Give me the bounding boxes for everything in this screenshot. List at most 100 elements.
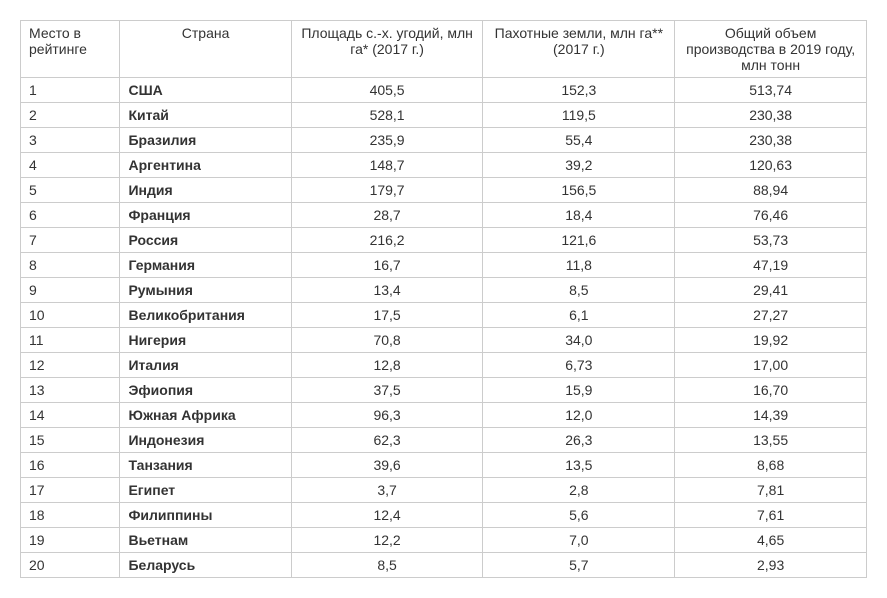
cell-rank: 11 — [21, 328, 120, 353]
cell-arable: 5,7 — [483, 553, 675, 578]
cell-arable: 2,8 — [483, 478, 675, 503]
cell-arable: 7,0 — [483, 528, 675, 553]
cell-output: 47,19 — [675, 253, 867, 278]
cell-output: 513,74 — [675, 78, 867, 103]
cell-arable: 18,4 — [483, 203, 675, 228]
table-row: 12Италия12,86,7317,00 — [21, 353, 867, 378]
col-header-country: Страна — [120, 21, 291, 78]
cell-arable: 121,6 — [483, 228, 675, 253]
cell-country: Танзания — [120, 453, 291, 478]
table-row: 7Россия216,2121,653,73 — [21, 228, 867, 253]
table-row: 4Аргентина148,739,2120,63 — [21, 153, 867, 178]
col-header-arable: Пахотные земли, млн га** (2017 г.) — [483, 21, 675, 78]
cell-country: Бразилия — [120, 128, 291, 153]
cell-country: Франция — [120, 203, 291, 228]
cell-rank: 12 — [21, 353, 120, 378]
cell-arable: 34,0 — [483, 328, 675, 353]
cell-arable: 119,5 — [483, 103, 675, 128]
table-row: 15Индонезия62,326,313,55 — [21, 428, 867, 453]
table-row: 6Франция28,718,476,46 — [21, 203, 867, 228]
cell-output: 88,94 — [675, 178, 867, 203]
table-row: 20Беларусь8,55,72,93 — [21, 553, 867, 578]
col-header-rank: Место в рейтинге — [21, 21, 120, 78]
cell-rank: 17 — [21, 478, 120, 503]
cell-rank: 19 — [21, 528, 120, 553]
cell-arable: 15,9 — [483, 378, 675, 403]
cell-ag_area: 179,7 — [291, 178, 483, 203]
cell-ag_area: 235,9 — [291, 128, 483, 153]
cell-country: Египет — [120, 478, 291, 503]
cell-output: 2,93 — [675, 553, 867, 578]
col-header-ag-area: Площадь с.-х. угодий, млн га* (2017 г.) — [291, 21, 483, 78]
cell-output: 29,41 — [675, 278, 867, 303]
cell-output: 120,63 — [675, 153, 867, 178]
cell-rank: 10 — [21, 303, 120, 328]
table-header: Место в рейтинге Страна Площадь с.-х. уг… — [21, 21, 867, 78]
table-body: 1США405,5152,3513,742Китай528,1119,5230,… — [21, 78, 867, 578]
cell-country: Южная Африка — [120, 403, 291, 428]
cell-country: Нигерия — [120, 328, 291, 353]
cell-output: 7,61 — [675, 503, 867, 528]
cell-ag_area: 70,8 — [291, 328, 483, 353]
cell-ag_area: 37,5 — [291, 378, 483, 403]
cell-country: Эфиопия — [120, 378, 291, 403]
cell-country: Россия — [120, 228, 291, 253]
cell-output: 14,39 — [675, 403, 867, 428]
cell-rank: 20 — [21, 553, 120, 578]
table-row: 17Египет3,72,87,81 — [21, 478, 867, 503]
cell-rank: 4 — [21, 153, 120, 178]
col-header-output: Общий объем производства в 2019 году, мл… — [675, 21, 867, 78]
cell-output: 13,55 — [675, 428, 867, 453]
cell-output: 16,70 — [675, 378, 867, 403]
cell-output: 76,46 — [675, 203, 867, 228]
cell-rank: 1 — [21, 78, 120, 103]
cell-arable: 5,6 — [483, 503, 675, 528]
cell-output: 230,38 — [675, 103, 867, 128]
cell-ag_area: 62,3 — [291, 428, 483, 453]
cell-rank: 5 — [21, 178, 120, 203]
table-row: 10Великобритания17,56,127,27 — [21, 303, 867, 328]
cell-country: Румыния — [120, 278, 291, 303]
cell-output: 17,00 — [675, 353, 867, 378]
cell-country: Германия — [120, 253, 291, 278]
cell-rank: 15 — [21, 428, 120, 453]
cell-ag_area: 17,5 — [291, 303, 483, 328]
cell-country: Вьетнам — [120, 528, 291, 553]
cell-arable: 156,5 — [483, 178, 675, 203]
cell-rank: 2 — [21, 103, 120, 128]
cell-rank: 18 — [21, 503, 120, 528]
cell-country: США — [120, 78, 291, 103]
cell-ag_area: 28,7 — [291, 203, 483, 228]
cell-ag_area: 8,5 — [291, 553, 483, 578]
table-row: 11Нигерия70,834,019,92 — [21, 328, 867, 353]
cell-rank: 7 — [21, 228, 120, 253]
cell-output: 4,65 — [675, 528, 867, 553]
cell-arable: 6,1 — [483, 303, 675, 328]
cell-ag_area: 16,7 — [291, 253, 483, 278]
cell-arable: 11,8 — [483, 253, 675, 278]
cell-ag_area: 96,3 — [291, 403, 483, 428]
table-row: 3Бразилия235,955,4230,38 — [21, 128, 867, 153]
table-row: 18Филиппины12,45,67,61 — [21, 503, 867, 528]
cell-ag_area: 12,8 — [291, 353, 483, 378]
cell-ag_area: 13,4 — [291, 278, 483, 303]
table-row: 14Южная Африка96,312,014,39 — [21, 403, 867, 428]
table-row: 19Вьетнам12,27,04,65 — [21, 528, 867, 553]
cell-arable: 8,5 — [483, 278, 675, 303]
cell-arable: 39,2 — [483, 153, 675, 178]
cell-country: Индия — [120, 178, 291, 203]
table-row: 16Танзания39,613,58,68 — [21, 453, 867, 478]
cell-ag_area: 148,7 — [291, 153, 483, 178]
cell-rank: 14 — [21, 403, 120, 428]
cell-rank: 9 — [21, 278, 120, 303]
cell-country: Индонезия — [120, 428, 291, 453]
cell-output: 230,38 — [675, 128, 867, 153]
cell-output: 27,27 — [675, 303, 867, 328]
cell-country: Беларусь — [120, 553, 291, 578]
cell-arable: 55,4 — [483, 128, 675, 153]
cell-ag_area: 12,4 — [291, 503, 483, 528]
cell-ag_area: 216,2 — [291, 228, 483, 253]
table-row: 1США405,5152,3513,74 — [21, 78, 867, 103]
cell-output: 19,92 — [675, 328, 867, 353]
table-row: 2Китай528,1119,5230,38 — [21, 103, 867, 128]
